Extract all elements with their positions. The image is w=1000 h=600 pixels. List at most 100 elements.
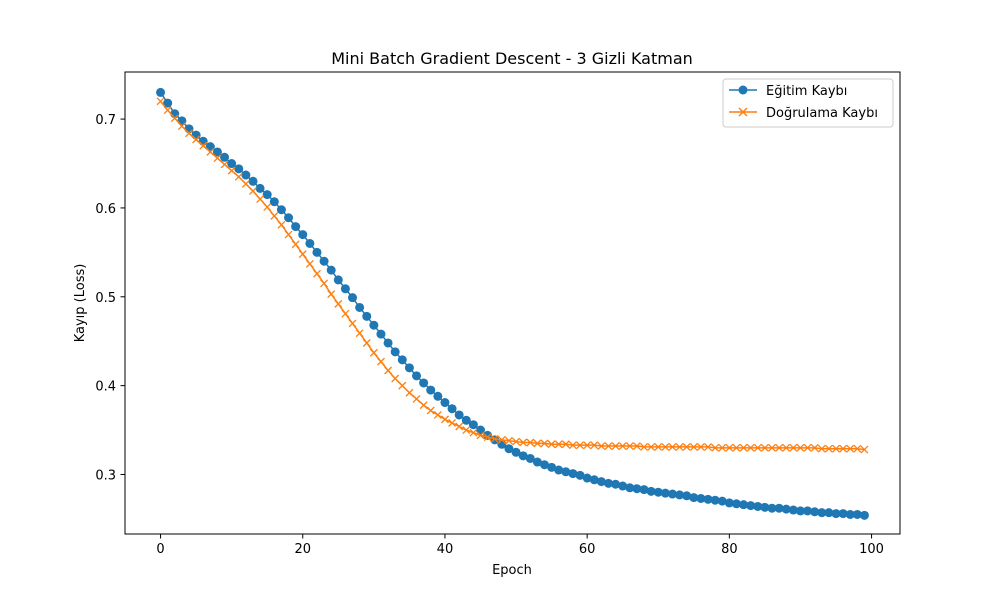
x-tick-label: 60 — [579, 542, 596, 557]
data-point-val — [718, 443, 727, 452]
legend-marker-train — [738, 85, 748, 95]
x-tick-label: 40 — [437, 542, 454, 557]
data-point-train — [611, 479, 621, 489]
data-point-val — [732, 443, 741, 452]
data-point-train — [781, 504, 791, 514]
data-point-train — [156, 87, 166, 97]
series-train — [156, 87, 869, 520]
data-point-val — [483, 433, 492, 442]
data-point-train — [568, 469, 578, 479]
data-point-val — [249, 187, 257, 196]
data-point-val — [305, 259, 314, 268]
data-point-train — [696, 493, 706, 503]
data-point-train — [468, 420, 478, 430]
data-point-train — [547, 462, 557, 472]
data-point-val — [177, 122, 186, 131]
data-point-val — [355, 329, 364, 338]
data-point-train — [817, 508, 827, 518]
data-point-val — [476, 431, 485, 440]
data-point-train — [717, 496, 727, 506]
data-point-train — [291, 222, 301, 232]
data-point-val — [348, 319, 357, 328]
data-point-val — [704, 442, 712, 451]
data-point-train — [660, 488, 670, 498]
data-point-train — [795, 506, 805, 516]
x-tick-label: 0 — [156, 542, 164, 557]
data-point-train — [554, 465, 564, 475]
data-point-val — [512, 437, 521, 446]
data-point-train — [404, 363, 414, 373]
data-point-val — [775, 443, 784, 452]
data-point-val — [504, 436, 513, 445]
data-point-val — [490, 434, 499, 443]
data-point-val — [625, 442, 634, 450]
data-point-val — [604, 442, 613, 450]
data-point-train — [774, 503, 784, 513]
data-point-val — [547, 440, 556, 449]
data-point-train — [831, 509, 841, 519]
y-axis: 0.3 0.4 0.5 0.6 0.7 — [95, 113, 125, 483]
data-point-train — [326, 265, 336, 275]
data-point-val — [412, 394, 421, 403]
data-point-train — [412, 371, 422, 381]
data-point-val — [220, 160, 229, 169]
data-point-train — [539, 460, 549, 470]
data-point-train — [198, 136, 208, 146]
data-point-train — [646, 486, 656, 496]
y-tick-label: 0.3 — [95, 468, 116, 483]
data-point-val — [568, 441, 577, 450]
data-point-val — [576, 441, 585, 450]
data-point-val — [682, 442, 691, 451]
data-point-val — [533, 439, 542, 448]
data-point-val — [796, 443, 805, 452]
data-point-train — [184, 124, 194, 134]
x-tick-label: 80 — [721, 542, 738, 557]
data-point-train — [340, 284, 350, 294]
data-point-val — [469, 428, 478, 437]
data-point-val — [156, 97, 165, 106]
y-axis-label: Kayıp (Loss) — [73, 264, 88, 343]
data-point-train — [227, 159, 237, 169]
data-point-val — [497, 435, 506, 444]
data-point-train — [589, 475, 599, 485]
data-point-train — [739, 500, 749, 510]
data-point-train — [689, 493, 699, 503]
data-point-val — [696, 442, 705, 451]
data-point-train — [362, 311, 372, 321]
legend-label-val: Doğrulama Kaybı — [766, 106, 878, 121]
data-point-train — [419, 378, 429, 388]
data-point-val — [426, 406, 435, 415]
data-point-val — [362, 339, 371, 347]
data-point-val — [277, 220, 286, 229]
data-point-train — [426, 385, 436, 395]
data-point-val — [519, 438, 528, 447]
data-point-val — [640, 442, 648, 451]
data-point-train — [625, 483, 635, 493]
data-point-train — [333, 275, 343, 285]
data-point-train — [582, 473, 592, 483]
chart-title: Mini Batch Gradient Descent - 3 Gizli Ka… — [331, 49, 693, 68]
data-point-train — [348, 293, 358, 303]
data-point-val — [391, 374, 400, 383]
data-point-train — [525, 453, 535, 463]
data-point-val — [398, 381, 407, 390]
data-point-train — [461, 415, 471, 425]
data-point-train — [504, 444, 514, 454]
data-point-train — [269, 197, 279, 207]
data-point-train — [518, 451, 528, 461]
data-point-val — [234, 172, 243, 181]
data-point-val — [540, 439, 549, 448]
data-point-val — [803, 443, 812, 452]
data-point-val — [163, 106, 172, 115]
data-point-val — [611, 442, 620, 450]
data-point-train — [255, 183, 265, 193]
data-point-train — [454, 410, 464, 420]
data-point-val — [817, 444, 826, 453]
data-point-val — [789, 443, 798, 452]
data-point-train — [575, 470, 585, 480]
data-point-val — [839, 444, 848, 453]
data-point-val — [618, 442, 627, 450]
data-point-val — [824, 444, 833, 453]
data-point-train — [369, 320, 379, 330]
data-point-train — [305, 238, 315, 248]
